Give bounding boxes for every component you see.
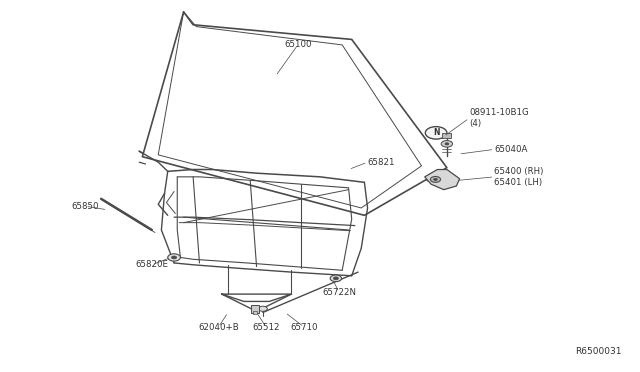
- Text: 65710: 65710: [291, 323, 318, 331]
- Text: R6500031: R6500031: [575, 347, 621, 356]
- Circle shape: [330, 275, 342, 282]
- Circle shape: [433, 178, 437, 180]
- Text: 65512: 65512: [252, 323, 280, 331]
- Circle shape: [430, 176, 440, 182]
- Circle shape: [168, 254, 180, 261]
- Circle shape: [426, 126, 447, 139]
- Bar: [253, 311, 257, 314]
- Circle shape: [441, 141, 452, 147]
- Circle shape: [445, 143, 449, 145]
- Circle shape: [259, 306, 268, 311]
- Text: 65850: 65850: [72, 202, 99, 211]
- Bar: [442, 133, 451, 138]
- Polygon shape: [425, 170, 460, 190]
- Text: 62040+B: 62040+B: [198, 323, 239, 331]
- Text: 65820E: 65820E: [136, 260, 168, 269]
- Bar: [251, 305, 259, 313]
- Text: 65722N: 65722N: [322, 288, 356, 297]
- Text: 65040A: 65040A: [495, 145, 528, 154]
- Text: N: N: [433, 128, 439, 137]
- Circle shape: [333, 277, 339, 280]
- Text: 65100: 65100: [284, 41, 312, 49]
- Text: 08911-10B1G
(4): 08911-10B1G (4): [469, 108, 529, 128]
- Text: 65400 (RH)
65401 (LH): 65400 (RH) 65401 (LH): [495, 167, 544, 187]
- Text: 65821: 65821: [367, 158, 395, 167]
- Circle shape: [172, 256, 177, 259]
